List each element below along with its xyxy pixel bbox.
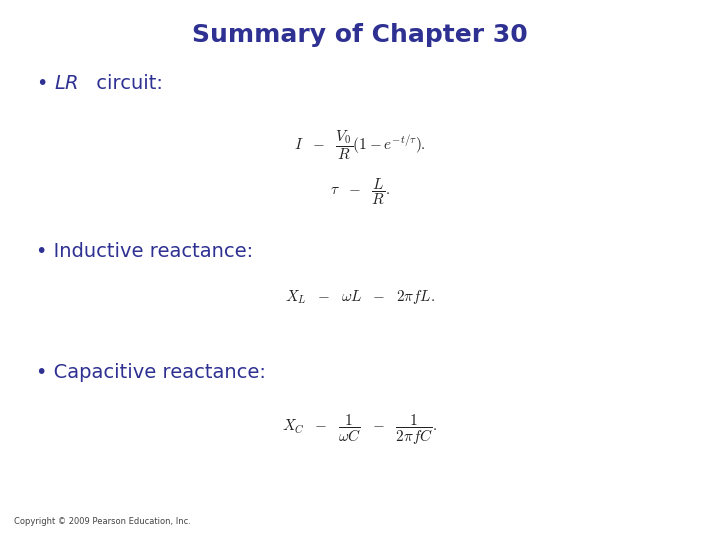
Text: • Inductive reactance:: • Inductive reactance:	[36, 241, 253, 261]
Text: $X_L \ \ - \ \ \omega L \ \ - \ \ 2\pi f L.$: $X_L \ \ - \ \ \omega L \ \ - \ \ 2\pi f…	[285, 288, 435, 306]
Text: $X_C \ \ - \ \ \dfrac{1}{\omega C} \ \ - \ \ \dfrac{1}{2\pi f C}.$: $X_C \ \ - \ \ \dfrac{1}{\omega C} \ \ -…	[282, 412, 438, 447]
Text: Copyright © 2009 Pearson Education, Inc.: Copyright © 2009 Pearson Education, Inc.	[14, 517, 192, 526]
Text: $I \ \ - \ \ \dfrac{V_0}{R}(1 - e^{-t/\tau}).$: $I \ \ - \ \ \dfrac{V_0}{R}(1 - e^{-t/\t…	[294, 129, 426, 163]
Text: •: •	[36, 74, 48, 93]
Text: $\tau \ \ - \ \ \dfrac{L}{R}.$: $\tau \ \ - \ \ \dfrac{L}{R}.$	[330, 177, 390, 207]
Text: • Capacitive reactance:: • Capacitive reactance:	[36, 363, 266, 382]
Text: Summary of Chapter 30: Summary of Chapter 30	[192, 23, 528, 47]
Text: circuit:: circuit:	[90, 74, 163, 93]
Text: $LR$: $LR$	[54, 74, 78, 93]
